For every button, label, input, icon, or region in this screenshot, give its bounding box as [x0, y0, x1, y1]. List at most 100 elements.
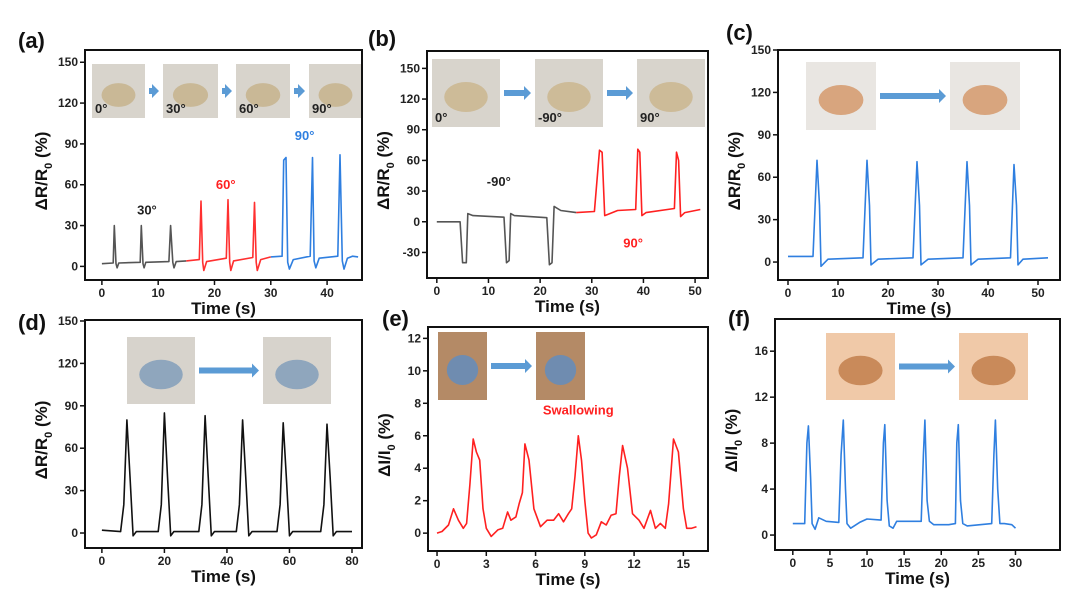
photo-subject	[275, 359, 319, 390]
y-tick-label: 30	[758, 213, 772, 227]
y-tick-label: 0	[71, 526, 78, 540]
y-tick-label: 16	[755, 344, 769, 358]
x-tick-label: 12	[627, 557, 641, 571]
y-axis-label: ΔR/R0 (%)	[725, 132, 748, 211]
x-tick-label: 30	[1009, 556, 1023, 570]
data-series-line	[101, 412, 352, 537]
x-tick-label: 20	[208, 286, 222, 300]
photo-angle-label: 60°	[239, 101, 259, 116]
y-axis-label-subscript: 0	[736, 163, 748, 169]
y-tick-label: 60	[65, 178, 79, 192]
y-tick-label: 10	[408, 364, 422, 378]
x-tick-label: 6	[532, 557, 539, 571]
x-tick-label: 60	[283, 554, 297, 568]
x-tick-label: 50	[688, 284, 702, 298]
photo-subject	[245, 83, 281, 107]
y-axis-label: ΔI/I0 (%)	[375, 413, 398, 477]
y-tick-label: 0	[71, 259, 78, 273]
arrow-right-icon	[491, 359, 532, 373]
photo-subject	[962, 85, 1008, 115]
y-axis-label-main: ΔR/R	[374, 168, 393, 210]
x-tick-label: 40	[220, 554, 234, 568]
y-tick-label: 12	[755, 390, 769, 404]
chart-panel: (b) 0° -90° 90° 0 10 20 30 40 50 -30 0 30 60 90 120 150 T…	[368, 26, 709, 316]
chart-panel: (a) 0° 30° 60° 90° 0 10 20 30 40 0 30 60 90 120 150 Time…	[18, 28, 363, 318]
plot-frame	[774, 318, 1061, 551]
y-tick-label: 8	[761, 436, 768, 450]
inset-photo: 0°	[432, 59, 500, 127]
x-axis-label: Time (s)	[535, 297, 600, 316]
y-axis-label-unit: (%)	[725, 132, 744, 163]
photo-angle-label: 0°	[95, 101, 107, 116]
y-tick-label: 6	[414, 429, 421, 443]
y-tick-label: 60	[407, 153, 421, 167]
y-tick-label: 30	[65, 219, 79, 233]
panel-label: (e)	[382, 306, 409, 331]
plot-frame	[426, 50, 709, 279]
x-tick-label: 25	[972, 556, 986, 570]
annotation-label: 60°	[216, 177, 236, 192]
arrow-right-icon	[880, 89, 946, 103]
x-tick-label: 50	[1031, 286, 1045, 300]
y-tick-label: 2	[414, 494, 421, 508]
inset-photo	[127, 337, 195, 404]
y-tick-label: 30	[65, 484, 79, 498]
x-tick-label: 80	[345, 554, 359, 568]
plot-frame	[427, 326, 709, 552]
y-tick-label: 150	[58, 314, 78, 328]
inset-photo	[806, 62, 876, 130]
y-axis-label-main: ΔI/I	[375, 450, 394, 476]
y-tick-label: 90	[65, 399, 79, 413]
photo-angle-label: 0°	[435, 110, 447, 125]
arrow-right-icon	[294, 84, 305, 98]
annotation-label: 90°	[623, 235, 643, 250]
x-tick-label: 10	[482, 284, 496, 298]
y-tick-label: 0	[414, 526, 421, 540]
y-tick-label: 4	[414, 461, 421, 475]
arrow-right-icon	[222, 84, 232, 98]
y-tick-label: 120	[751, 85, 771, 99]
x-tick-label: 10	[860, 556, 874, 570]
y-tick-label: 90	[407, 123, 421, 137]
photo-subject	[139, 359, 183, 390]
y-axis-label-subscript: 0	[385, 162, 397, 168]
data-series-line	[186, 198, 272, 272]
y-axis-label-subscript: 0	[386, 444, 398, 450]
x-tick-label: 40	[637, 284, 651, 298]
x-tick-label: 30	[931, 286, 945, 300]
y-tick-label: 120	[400, 92, 420, 106]
y-axis-label: ΔR/R0 (%)	[32, 401, 55, 480]
y-tick-label: 90	[758, 128, 772, 142]
x-tick-label: 10	[152, 286, 166, 300]
photo-angle-label: -90°	[538, 110, 562, 125]
x-axis-label: Time (s)	[887, 299, 952, 318]
data-series-line	[270, 154, 359, 270]
photo-subject	[444, 82, 488, 112]
arrow-right-icon	[607, 86, 633, 100]
y-axis-label-main: ΔR/R	[725, 169, 744, 211]
inset-photo: 90°	[309, 64, 362, 118]
data-series-line	[576, 148, 701, 218]
inset-photo	[536, 332, 585, 400]
y-axis-label-main: ΔI/I	[722, 446, 741, 472]
x-tick-label: 30	[585, 284, 599, 298]
y-axis-label: ΔR/R0 (%)	[32, 132, 55, 211]
photo-subject	[446, 355, 479, 385]
photo-subject	[818, 85, 864, 115]
y-axis-label-subscript: 0	[43, 432, 55, 438]
x-tick-label: 15	[677, 557, 691, 571]
panel-label: (f)	[728, 306, 750, 331]
data-series-line	[436, 205, 577, 266]
y-tick-label: 30	[407, 184, 421, 198]
panel-label: (a)	[18, 28, 45, 53]
plot-frame	[84, 49, 363, 281]
annotation-label: 30°	[137, 203, 157, 218]
x-tick-label: 5	[827, 556, 834, 570]
y-axis-label-main: ΔR/R	[32, 169, 51, 211]
photo-subject	[838, 355, 883, 386]
x-axis-label: Time (s)	[191, 567, 256, 586]
x-tick-label: 20	[935, 556, 949, 570]
